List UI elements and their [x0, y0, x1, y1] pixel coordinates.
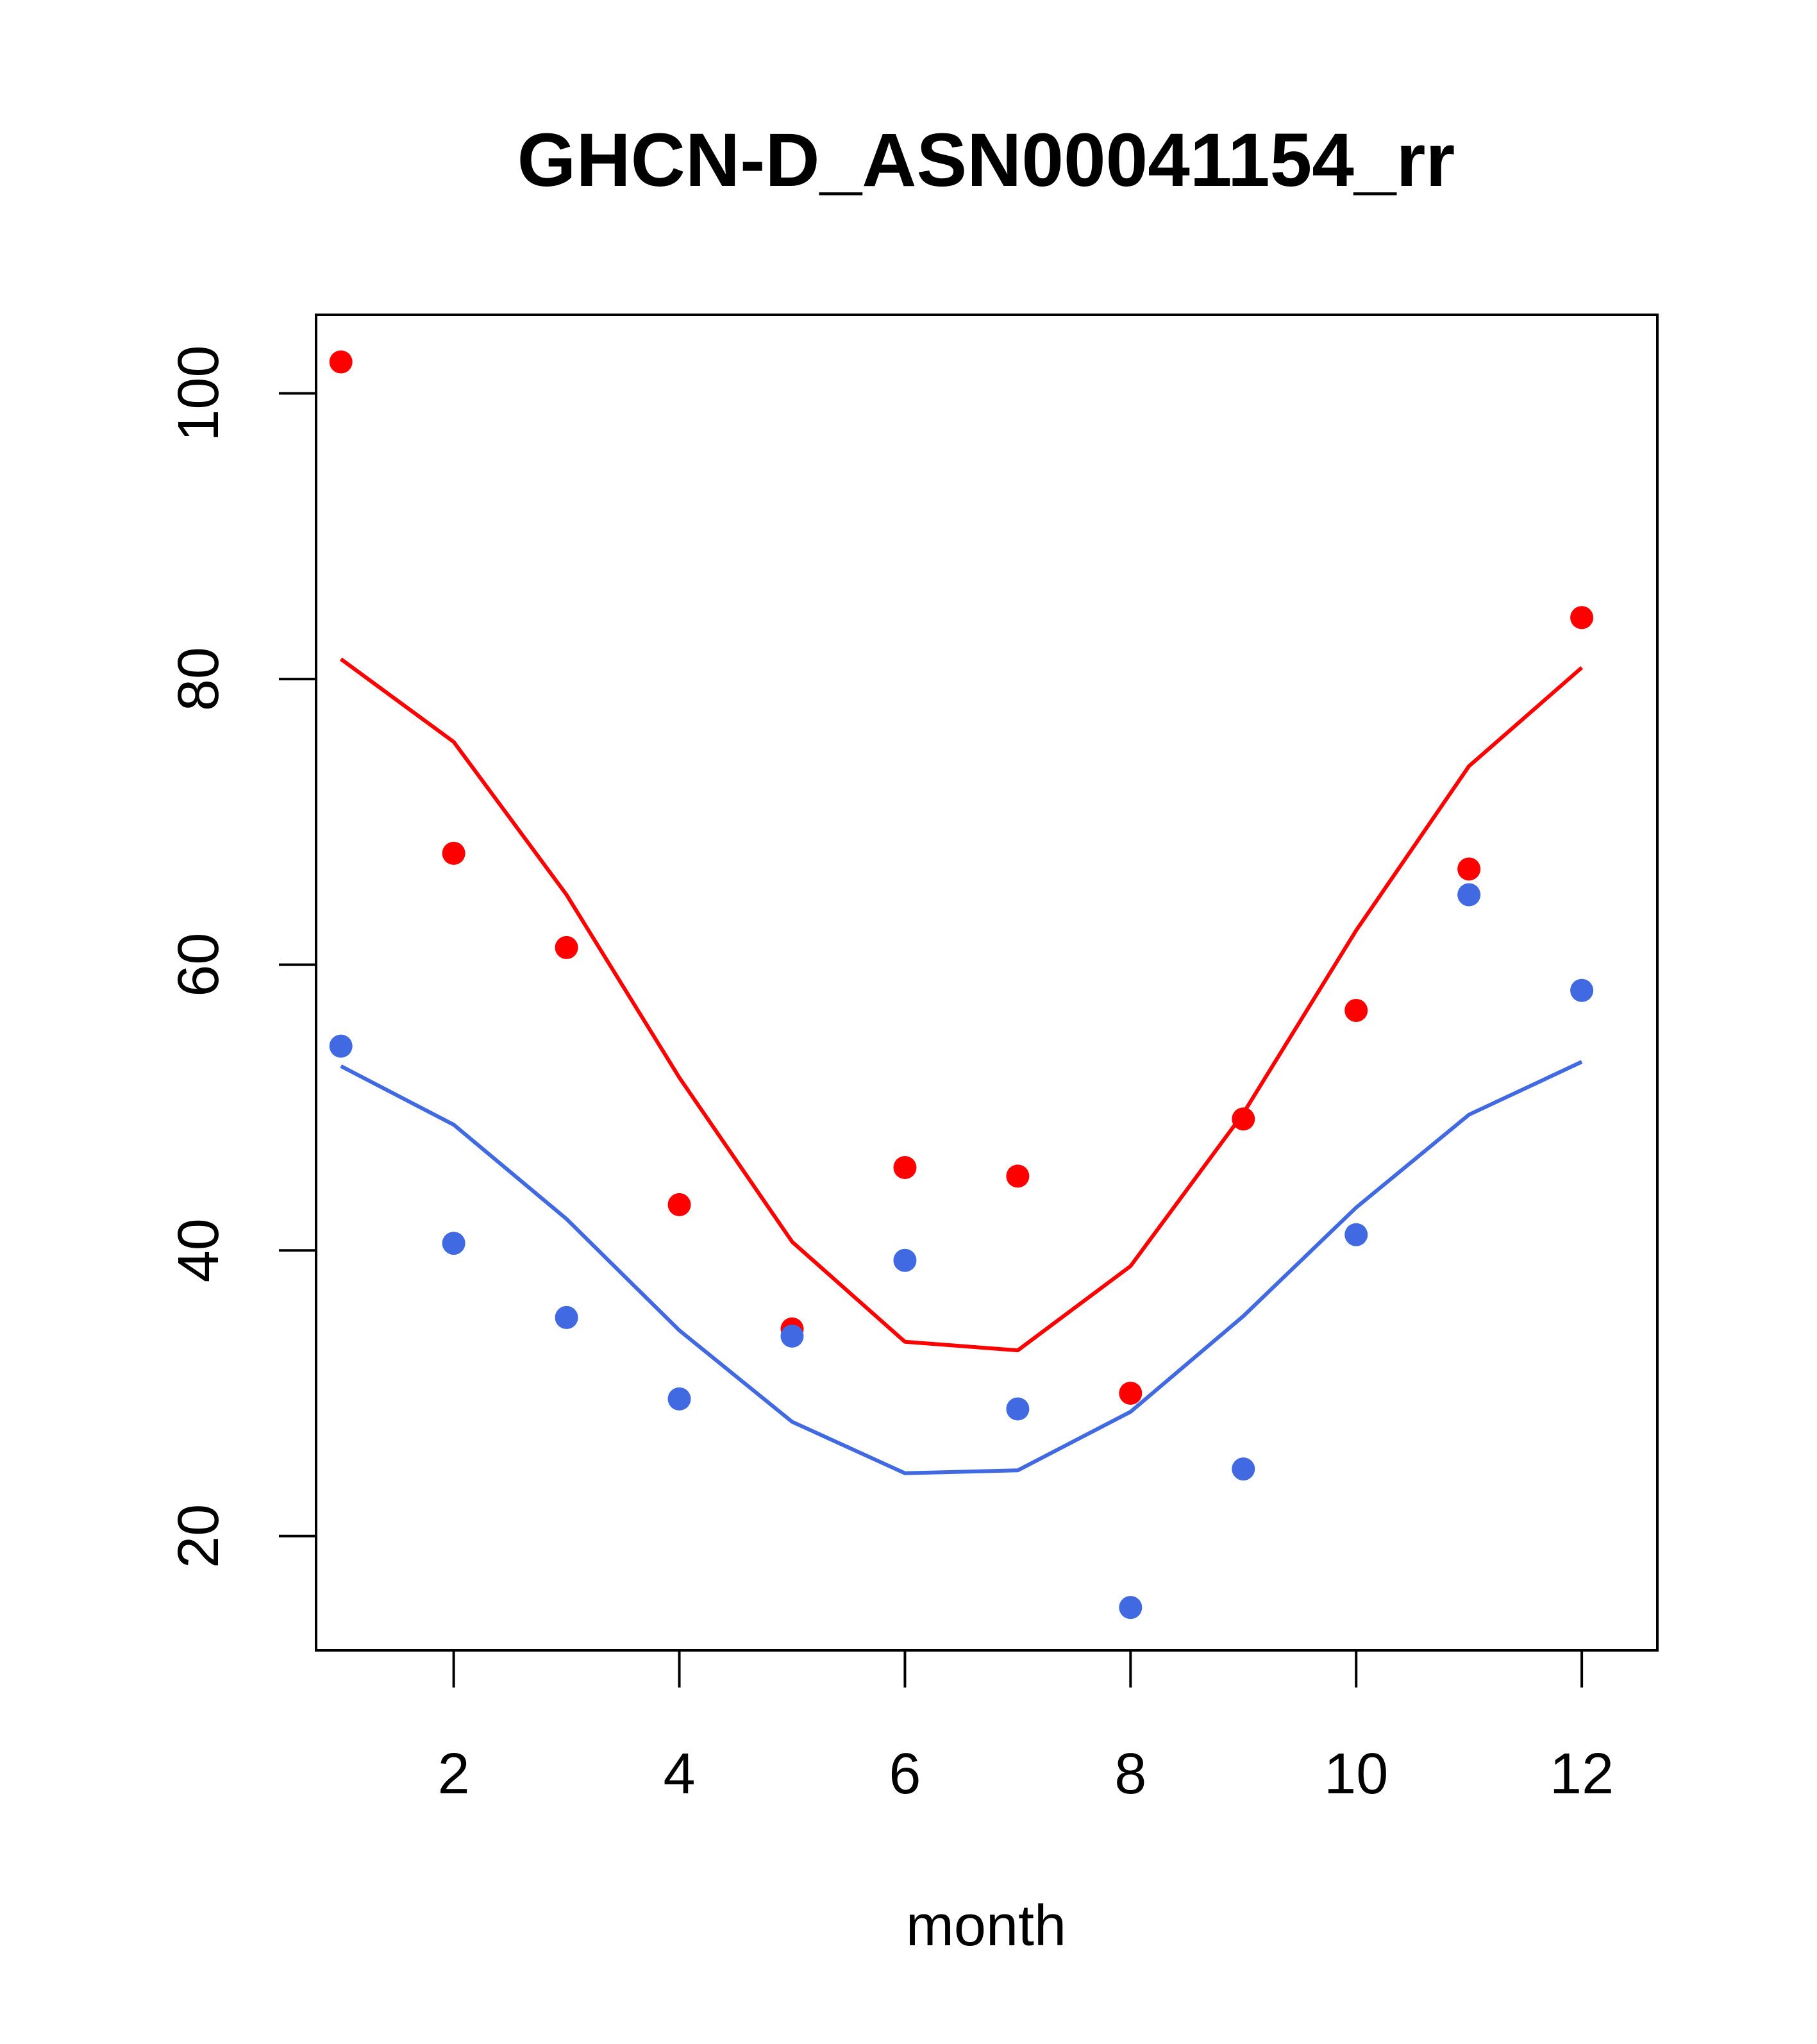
- series-2-point: [442, 1232, 465, 1255]
- plot-frame: [315, 314, 1659, 1652]
- series-2-point: [1006, 1397, 1030, 1421]
- y-tick-label: 80: [167, 647, 231, 711]
- series-points: [329, 350, 1594, 1620]
- series-2-point: [329, 1034, 353, 1058]
- series-2-point: [555, 1305, 578, 1329]
- series-2-point: [1457, 883, 1481, 907]
- series-2-point: [1344, 1223, 1368, 1246]
- x-tick-label: 10: [1324, 1742, 1388, 1806]
- y-tick-label: 60: [167, 933, 231, 997]
- series-1-line: [339, 657, 1584, 1353]
- series-2-point: [1232, 1457, 1255, 1481]
- series-1-point: [555, 935, 578, 959]
- series-lines: [339, 657, 1584, 1475]
- series-1-point: [1232, 1107, 1255, 1131]
- series-2-point: [1570, 978, 1594, 1002]
- y-tick-label: 100: [167, 345, 231, 441]
- series-1-point: [1119, 1381, 1143, 1405]
- y-tick-label: 20: [167, 1504, 231, 1568]
- series-1-point: [893, 1156, 917, 1180]
- series-1-point: [442, 841, 465, 865]
- x-axis-label: month: [906, 1894, 1066, 1958]
- series-2-point: [893, 1248, 917, 1272]
- x-axis: 2 4 6 8 10 12: [438, 1649, 1614, 1806]
- series-1-point: [1344, 998, 1368, 1022]
- series-1-point: [1006, 1164, 1030, 1188]
- x-tick-label: 8: [1114, 1742, 1146, 1806]
- series-1-point: [667, 1193, 691, 1216]
- x-tick-label: 12: [1550, 1742, 1614, 1806]
- series-2-point: [1119, 1596, 1143, 1620]
- chart-title: GHCN-D_ASN00041154_rr: [517, 118, 1455, 203]
- x-tick-label: 2: [438, 1742, 470, 1806]
- y-axis: 20 40 60 80 100: [167, 345, 317, 1568]
- series-2-point: [780, 1324, 804, 1348]
- series-1-point: [329, 350, 353, 374]
- y-tick-label: 40: [167, 1218, 231, 1282]
- series-1-point: [1570, 606, 1594, 630]
- series-1-point: [1457, 857, 1481, 881]
- x-tick-label: 6: [889, 1742, 921, 1806]
- x-tick-label: 4: [664, 1742, 696, 1806]
- series-2-line: [340, 1060, 1583, 1475]
- series-2-point: [667, 1387, 691, 1411]
